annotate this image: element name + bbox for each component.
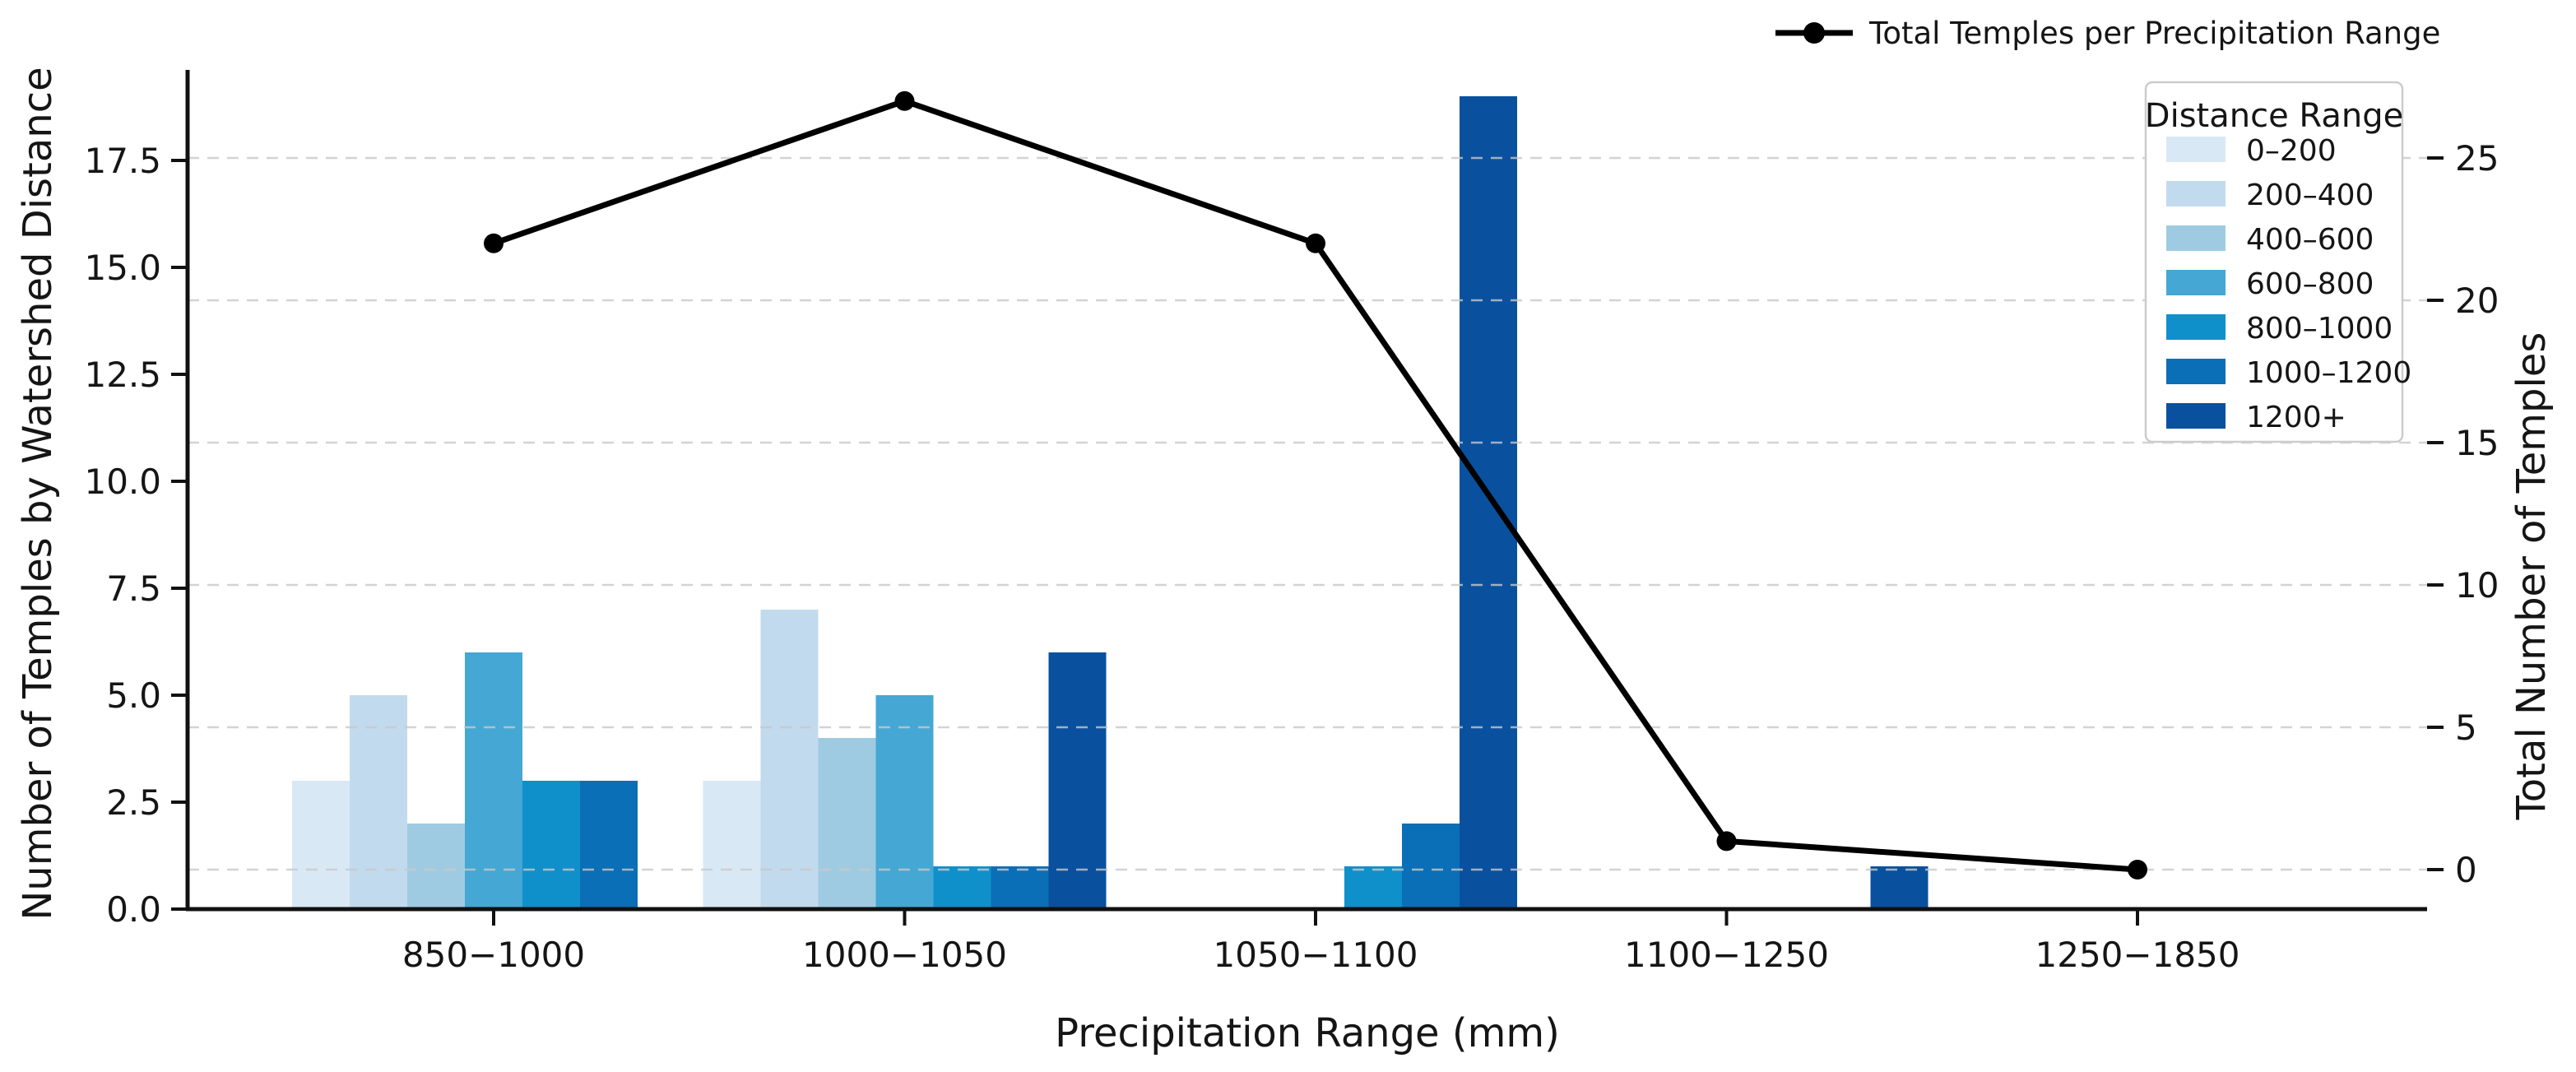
bar-groups-layer <box>292 96 1929 909</box>
axes-spines-ticks-layer: 0.0 2.5 5.0 7.5 10.0 12.5 15.0 17.5 0 5 10 15 20 25 85… <box>84 70 2499 975</box>
bar-1000–1200-1000−1050 <box>991 866 1049 909</box>
bar-800–1000-850−1000 <box>522 781 580 909</box>
legend-entry-label-600–800: 600–800 <box>2246 267 2374 301</box>
bar-600–800-1000−1050 <box>875 695 934 909</box>
distance-legend: Distance Range 0–200 200–400 400–600 600–80… <box>2144 81 2411 443</box>
right-tick-label-25: 25 <box>2455 138 2499 179</box>
bar-800–1000-1000−1050 <box>933 866 991 909</box>
x-tick-label-1000−1050: 1000−1050 <box>802 935 1007 975</box>
total-line-point-1100−1250 <box>1716 831 1737 852</box>
total-line-point-850−1000 <box>484 233 504 253</box>
legend-swatch-1200+ <box>2166 403 2226 429</box>
right-tick-label-10: 10 <box>2455 565 2499 606</box>
bar-0–200-850−1000 <box>292 781 350 909</box>
bar-0–200-1000−1050 <box>703 781 761 909</box>
legend-swatch-1000–1200 <box>2166 359 2226 384</box>
x-tick-label-1050−1100: 1050−1100 <box>1214 935 1418 975</box>
left-y-axis-label: Number of Temples by Watershed Distance <box>15 67 61 920</box>
legend-title: Distance Range <box>2145 97 2403 135</box>
legend-swatch-0–200 <box>2166 137 2226 162</box>
line-legend-label: Total Temples per Precipitation Range <box>1868 16 2440 51</box>
line-marker-dot-icon <box>1803 22 1825 44</box>
bar-1000–1200-850−1000 <box>580 781 638 909</box>
left-tick-label-7.5: 7.5 <box>106 568 161 609</box>
right-tick-label-5: 5 <box>2455 708 2477 748</box>
legend-entries: 0–200 200–400 400–600 600–800 800–1000 1000–1… <box>2166 134 2411 434</box>
left-tick-label-0.0: 0.0 <box>106 889 161 930</box>
line-legend: Total Temples per Precipitation Range <box>1775 16 2440 51</box>
legend-swatch-400–600 <box>2166 225 2226 251</box>
bar-200–400-1000−1050 <box>760 610 819 909</box>
right-y-axis-label: Total Number of Temples <box>2509 332 2555 821</box>
bar-1200+-1050−1100 <box>1460 96 1517 909</box>
total-line-layer <box>484 90 2147 879</box>
left-tick-label-17.5: 17.5 <box>84 141 161 181</box>
bar-600–800-850−1000 <box>465 652 522 909</box>
x-tick-label-850−1000: 850−1000 <box>402 935 585 975</box>
bar-1200+-1100−1250 <box>1870 866 1929 909</box>
total-line-point-1000−1050 <box>894 90 915 111</box>
x-tick-label-1250−1850: 1250−1850 <box>2035 935 2240 975</box>
bar-1000–1200-1050−1100 <box>1402 824 1460 909</box>
left-tick-label-10.0: 10.0 <box>84 462 161 502</box>
bar-400–600-1000−1050 <box>818 738 876 909</box>
left-tick-label-15.0: 15.0 <box>84 248 161 288</box>
legend-entry-label-1200+: 1200+ <box>2246 401 2346 434</box>
gridlines-layer <box>188 156 2427 871</box>
legend-swatch-800–1000 <box>2166 314 2226 340</box>
total-line-point-1250−1850 <box>2128 860 2147 879</box>
legend-swatch-200–400 <box>2166 181 2226 207</box>
right-tick-label-20: 20 <box>2455 281 2499 321</box>
x-axis-label: Precipitation Range (mm) <box>1055 1010 1560 1056</box>
right-tick-label-15: 15 <box>2455 423 2499 463</box>
legend-entry-label-1000–1200: 1000–1200 <box>2246 356 2411 390</box>
legend-entry-label-0–200: 0–200 <box>2246 134 2337 168</box>
legend-box <box>2144 81 2404 443</box>
x-tick-label-1100−1250: 1100−1250 <box>1624 935 1829 975</box>
legend-entry-label-400–600: 400–600 <box>2246 223 2374 257</box>
bar-200–400-850−1000 <box>350 695 407 909</box>
bar-1200+-1000−1050 <box>1048 652 1107 909</box>
left-tick-label-5.0: 5.0 <box>106 675 161 716</box>
left-tick-label-2.5: 2.5 <box>106 782 161 823</box>
total-temples-line <box>490 98 2141 873</box>
bar-400–600-850−1000 <box>407 824 465 909</box>
total-line-point-1050−1100 <box>1306 233 1325 253</box>
left-tick-label-12.5: 12.5 <box>84 355 161 395</box>
bar-800–1000-1050−1100 <box>1344 866 1402 909</box>
right-tick-label-0: 0 <box>2455 850 2477 890</box>
legend-entry-label-200–400: 200–400 <box>2246 179 2374 212</box>
legend-entry-label-800–1000: 800–1000 <box>2246 312 2393 346</box>
legend-swatch-600–800 <box>2166 270 2226 295</box>
